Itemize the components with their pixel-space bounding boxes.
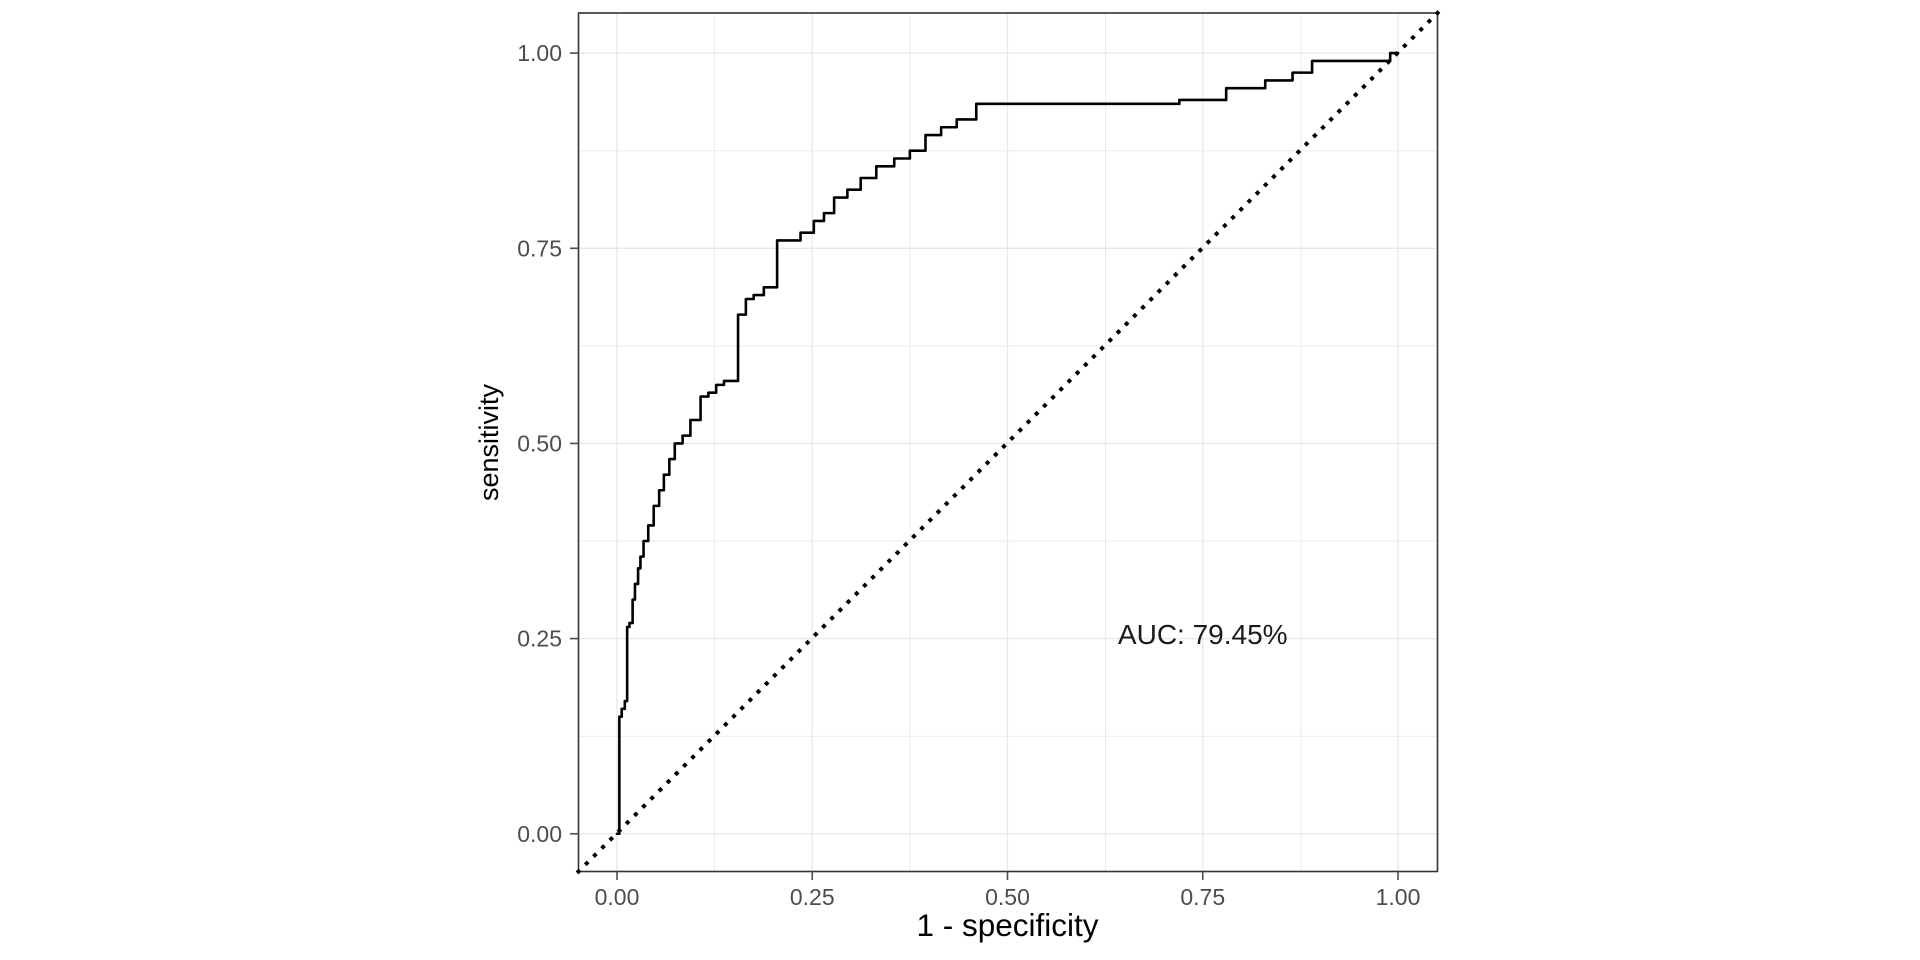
svg-text:0.75: 0.75 (517, 235, 562, 261)
svg-text:0.25: 0.25 (790, 884, 835, 910)
svg-text:0.00: 0.00 (595, 884, 640, 910)
svg-text:0.50: 0.50 (517, 430, 562, 456)
svg-text:0.25: 0.25 (517, 626, 562, 652)
svg-text:1.00: 1.00 (517, 40, 562, 66)
svg-text:sensitivity: sensitivity (474, 383, 504, 501)
svg-text:AUC: 79.45%: AUC: 79.45% (1118, 619, 1288, 650)
svg-text:1.00: 1.00 (1376, 884, 1421, 910)
svg-text:0.00: 0.00 (517, 821, 562, 847)
svg-text:1 - specificity: 1 - specificity (916, 907, 1098, 943)
svg-text:0.75: 0.75 (1180, 884, 1225, 910)
